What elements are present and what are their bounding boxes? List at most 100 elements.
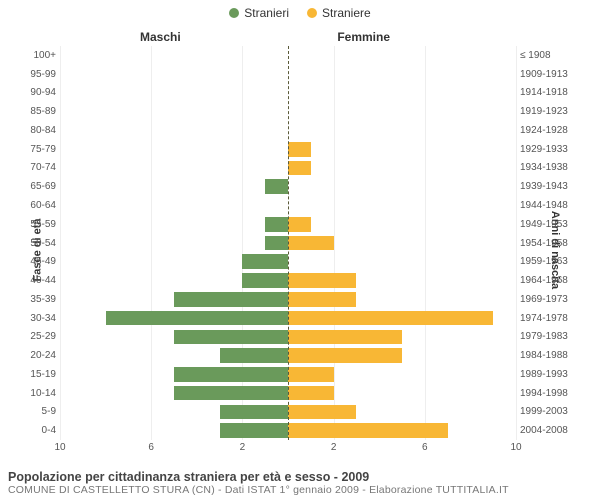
chart-area: 100+≤ 190895-991909-191390-941914-191885… — [60, 46, 516, 440]
x-tick: 6 — [148, 442, 154, 453]
female-half — [288, 159, 516, 178]
male-bar — [174, 386, 288, 401]
age-label: 55-59 — [16, 219, 56, 230]
male-bar — [265, 217, 288, 232]
female-half — [288, 140, 516, 159]
male-half — [60, 159, 288, 178]
female-bar — [288, 311, 493, 326]
male-bar — [265, 179, 288, 194]
female-half — [288, 102, 516, 121]
female-bar — [288, 367, 334, 382]
age-label: 80-84 — [16, 125, 56, 136]
female-half — [288, 271, 516, 290]
male-bar — [174, 367, 288, 382]
female-half — [288, 234, 516, 253]
age-label: 45-49 — [16, 256, 56, 267]
legend-label-female: Straniere — [322, 6, 371, 20]
female-half — [288, 177, 516, 196]
male-half — [60, 121, 288, 140]
female-half — [288, 121, 516, 140]
age-label: 20-24 — [16, 350, 56, 361]
male-half — [60, 403, 288, 422]
age-label: 90-94 — [16, 87, 56, 98]
cohort-label: 1954-1958 — [520, 238, 586, 249]
cohort-label: 1974-1978 — [520, 313, 586, 324]
cohort-label: 1984-1988 — [520, 350, 586, 361]
x-tick: 6 — [422, 442, 428, 453]
female-half — [288, 309, 516, 328]
male-half — [60, 252, 288, 271]
male-half — [60, 327, 288, 346]
female-half — [288, 252, 516, 271]
female-bar — [288, 273, 356, 288]
x-tick: 2 — [331, 442, 337, 453]
cohort-label: 1999-2003 — [520, 406, 586, 417]
age-label: 5-9 — [16, 406, 56, 417]
female-bar — [288, 405, 356, 420]
age-label: 10-14 — [16, 388, 56, 399]
female-half — [288, 215, 516, 234]
male-bar — [174, 330, 288, 345]
age-label: 35-39 — [16, 294, 56, 305]
male-bar — [242, 273, 288, 288]
x-axis: 10622610 — [60, 442, 516, 456]
male-half — [60, 177, 288, 196]
male-bar — [265, 236, 288, 251]
cohort-label: 1919-1923 — [520, 106, 586, 117]
age-label: 30-34 — [16, 313, 56, 324]
age-label: 95-99 — [16, 69, 56, 80]
male-half — [60, 140, 288, 159]
caption: Popolazione per cittadinanza straniera p… — [8, 470, 592, 496]
male-bar — [220, 423, 288, 438]
grid-line — [516, 46, 517, 440]
male-half — [60, 346, 288, 365]
female-bar — [288, 217, 311, 232]
male-bar — [220, 348, 288, 363]
legend: Stranieri Straniere — [0, 6, 600, 20]
female-half — [288, 346, 516, 365]
age-label: 50-54 — [16, 238, 56, 249]
cohort-label: 1994-1998 — [520, 388, 586, 399]
female-bar — [288, 161, 311, 176]
male-half — [60, 234, 288, 253]
age-label: 15-19 — [16, 369, 56, 380]
male-half — [60, 65, 288, 84]
x-tick: 10 — [510, 442, 521, 453]
legend-item-male: Stranieri — [229, 6, 289, 20]
age-label: 85-89 — [16, 106, 56, 117]
male-half — [60, 290, 288, 309]
female-bar — [288, 292, 356, 307]
female-half — [288, 421, 516, 440]
legend-swatch-female — [307, 8, 317, 18]
caption-title: Popolazione per cittadinanza straniera p… — [8, 470, 592, 484]
female-bar — [288, 423, 448, 438]
cohort-label: 1934-1938 — [520, 162, 586, 173]
cohort-label: 1979-1983 — [520, 331, 586, 342]
cohort-label: 2004-2008 — [520, 425, 586, 436]
center-line — [288, 46, 289, 440]
male-bar — [106, 311, 288, 326]
male-half — [60, 365, 288, 384]
age-label: 70-74 — [16, 162, 56, 173]
male-bar — [174, 292, 288, 307]
age-label: 25-29 — [16, 331, 56, 342]
male-half — [60, 102, 288, 121]
female-bar — [288, 236, 334, 251]
cohort-label: 1929-1933 — [520, 144, 586, 155]
female-bar — [288, 142, 311, 157]
x-tick: 2 — [240, 442, 246, 453]
cohort-label: 1989-1993 — [520, 369, 586, 380]
caption-subtitle: COMUNE DI CASTELLETTO STURA (CN) - Dati … — [8, 484, 592, 496]
male-half — [60, 46, 288, 65]
column-header-left: Maschi — [140, 30, 181, 44]
female-half — [288, 365, 516, 384]
cohort-label: 1909-1913 — [520, 69, 586, 80]
cohort-label: 1939-1943 — [520, 181, 586, 192]
cohort-label: 1964-1968 — [520, 275, 586, 286]
female-half — [288, 327, 516, 346]
female-bar — [288, 348, 402, 363]
female-half — [288, 290, 516, 309]
legend-swatch-male — [229, 8, 239, 18]
cohort-label: 1924-1928 — [520, 125, 586, 136]
age-label: 75-79 — [16, 144, 56, 155]
